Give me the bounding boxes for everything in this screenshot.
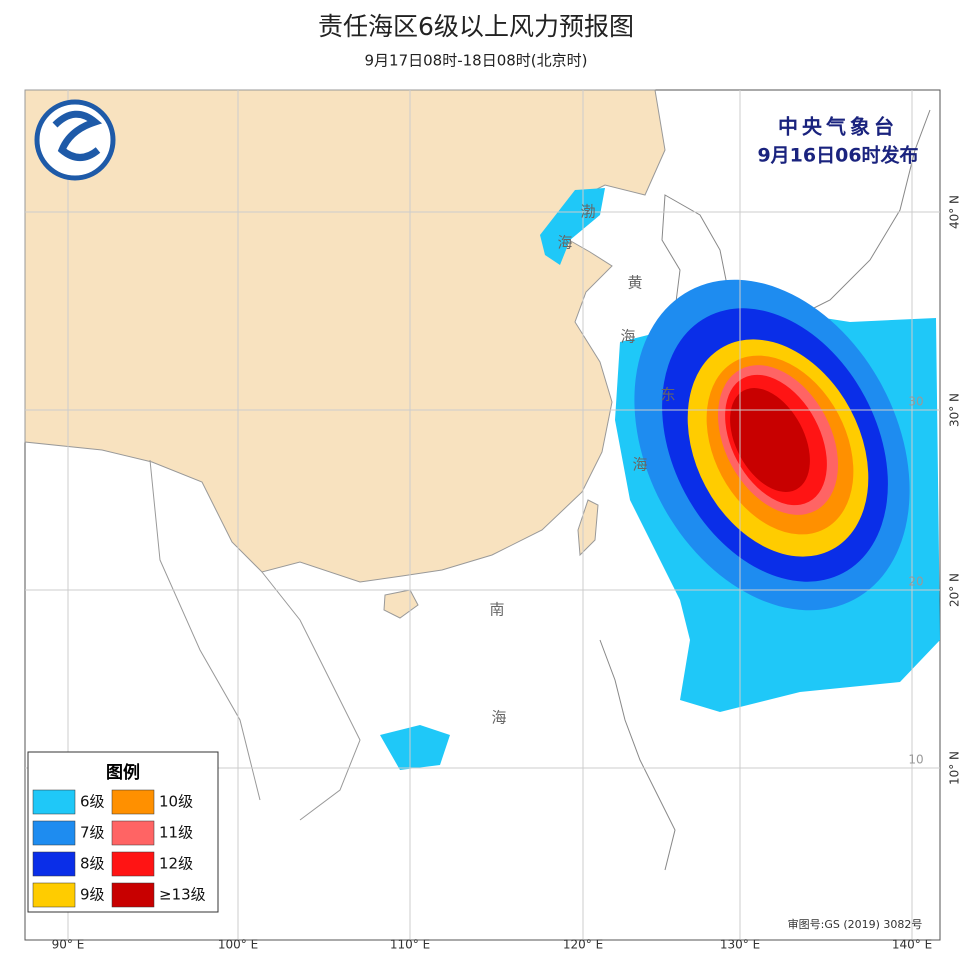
legend-swatch: [111, 789, 155, 815]
legend-swatch: [111, 882, 155, 908]
inner-lat-label: 30: [908, 395, 923, 409]
legend-swatch: [111, 820, 155, 846]
legend-swatch: [32, 851, 76, 877]
sea-label: 海: [491, 709, 506, 727]
sea-label: 海: [632, 456, 647, 474]
longitude-label: 130° E: [720, 938, 760, 952]
legend-label: 10级: [159, 793, 193, 811]
inner-lat-label: 10: [908, 753, 923, 767]
legend-label: 9级: [80, 886, 105, 904]
indochina: [149, 459, 361, 821]
issue-time: 9月16日06时发布: [757, 144, 918, 167]
wind-zones: [380, 188, 940, 770]
legend-swatch: [32, 882, 76, 908]
legend-label: 11级: [159, 824, 193, 842]
wind-zone: [730, 388, 810, 492]
latitude-label: 20° N: [948, 573, 962, 607]
logo: [34, 99, 116, 181]
title: 责任海区6级以上风力预报图: [318, 12, 634, 41]
longitude-label: 140° E: [892, 938, 932, 952]
sea-label: 东: [660, 386, 675, 404]
sea-label: 南: [489, 601, 504, 619]
legend-label: 6级: [80, 793, 105, 811]
legend-title: 图例: [106, 762, 140, 783]
legend-label: 7级: [80, 824, 105, 842]
philippines: [599, 639, 676, 871]
legend-label: ≥13级: [159, 886, 206, 904]
latitude-label: 30° N: [948, 393, 962, 427]
legend-label: 12级: [159, 855, 193, 873]
inner-lat-label: 20: [908, 575, 923, 589]
legend-swatch: [32, 789, 76, 815]
map: 90° E 100° E 110° E 120° E 130° E 140° E 40° N…: [24, 89, 962, 952]
longitude-label: 100° E: [218, 938, 258, 952]
sea-label: 海: [557, 234, 572, 252]
subtitle: 9月17日08时-18日08时(北京时): [364, 52, 587, 70]
approval-number: 审图号:GS (2019) 3082号: [788, 917, 923, 931]
sea-label: 海: [620, 328, 635, 346]
longitude-label: 110° E: [390, 938, 430, 952]
latitude-label: 10° N: [948, 751, 962, 785]
sea-label: 黄: [627, 274, 642, 292]
legend: 图例 6级 7级 8级 9级 10级 11级 12级 ≥13级: [27, 751, 219, 913]
legend-swatch: [32, 820, 76, 846]
issuer-name: 中央气象台: [778, 115, 898, 139]
legend-label: 8级: [80, 855, 105, 873]
sea-label: 渤: [580, 203, 595, 221]
latitude-label: 40° N: [948, 195, 962, 229]
longitude-label: 120° E: [563, 938, 603, 952]
longitude-label: 90° E: [52, 938, 85, 952]
graticule: 90° E 100° E 110° E 120° E 130° E 140° E 40° N…: [25, 90, 962, 952]
legend-swatch: [111, 851, 155, 877]
